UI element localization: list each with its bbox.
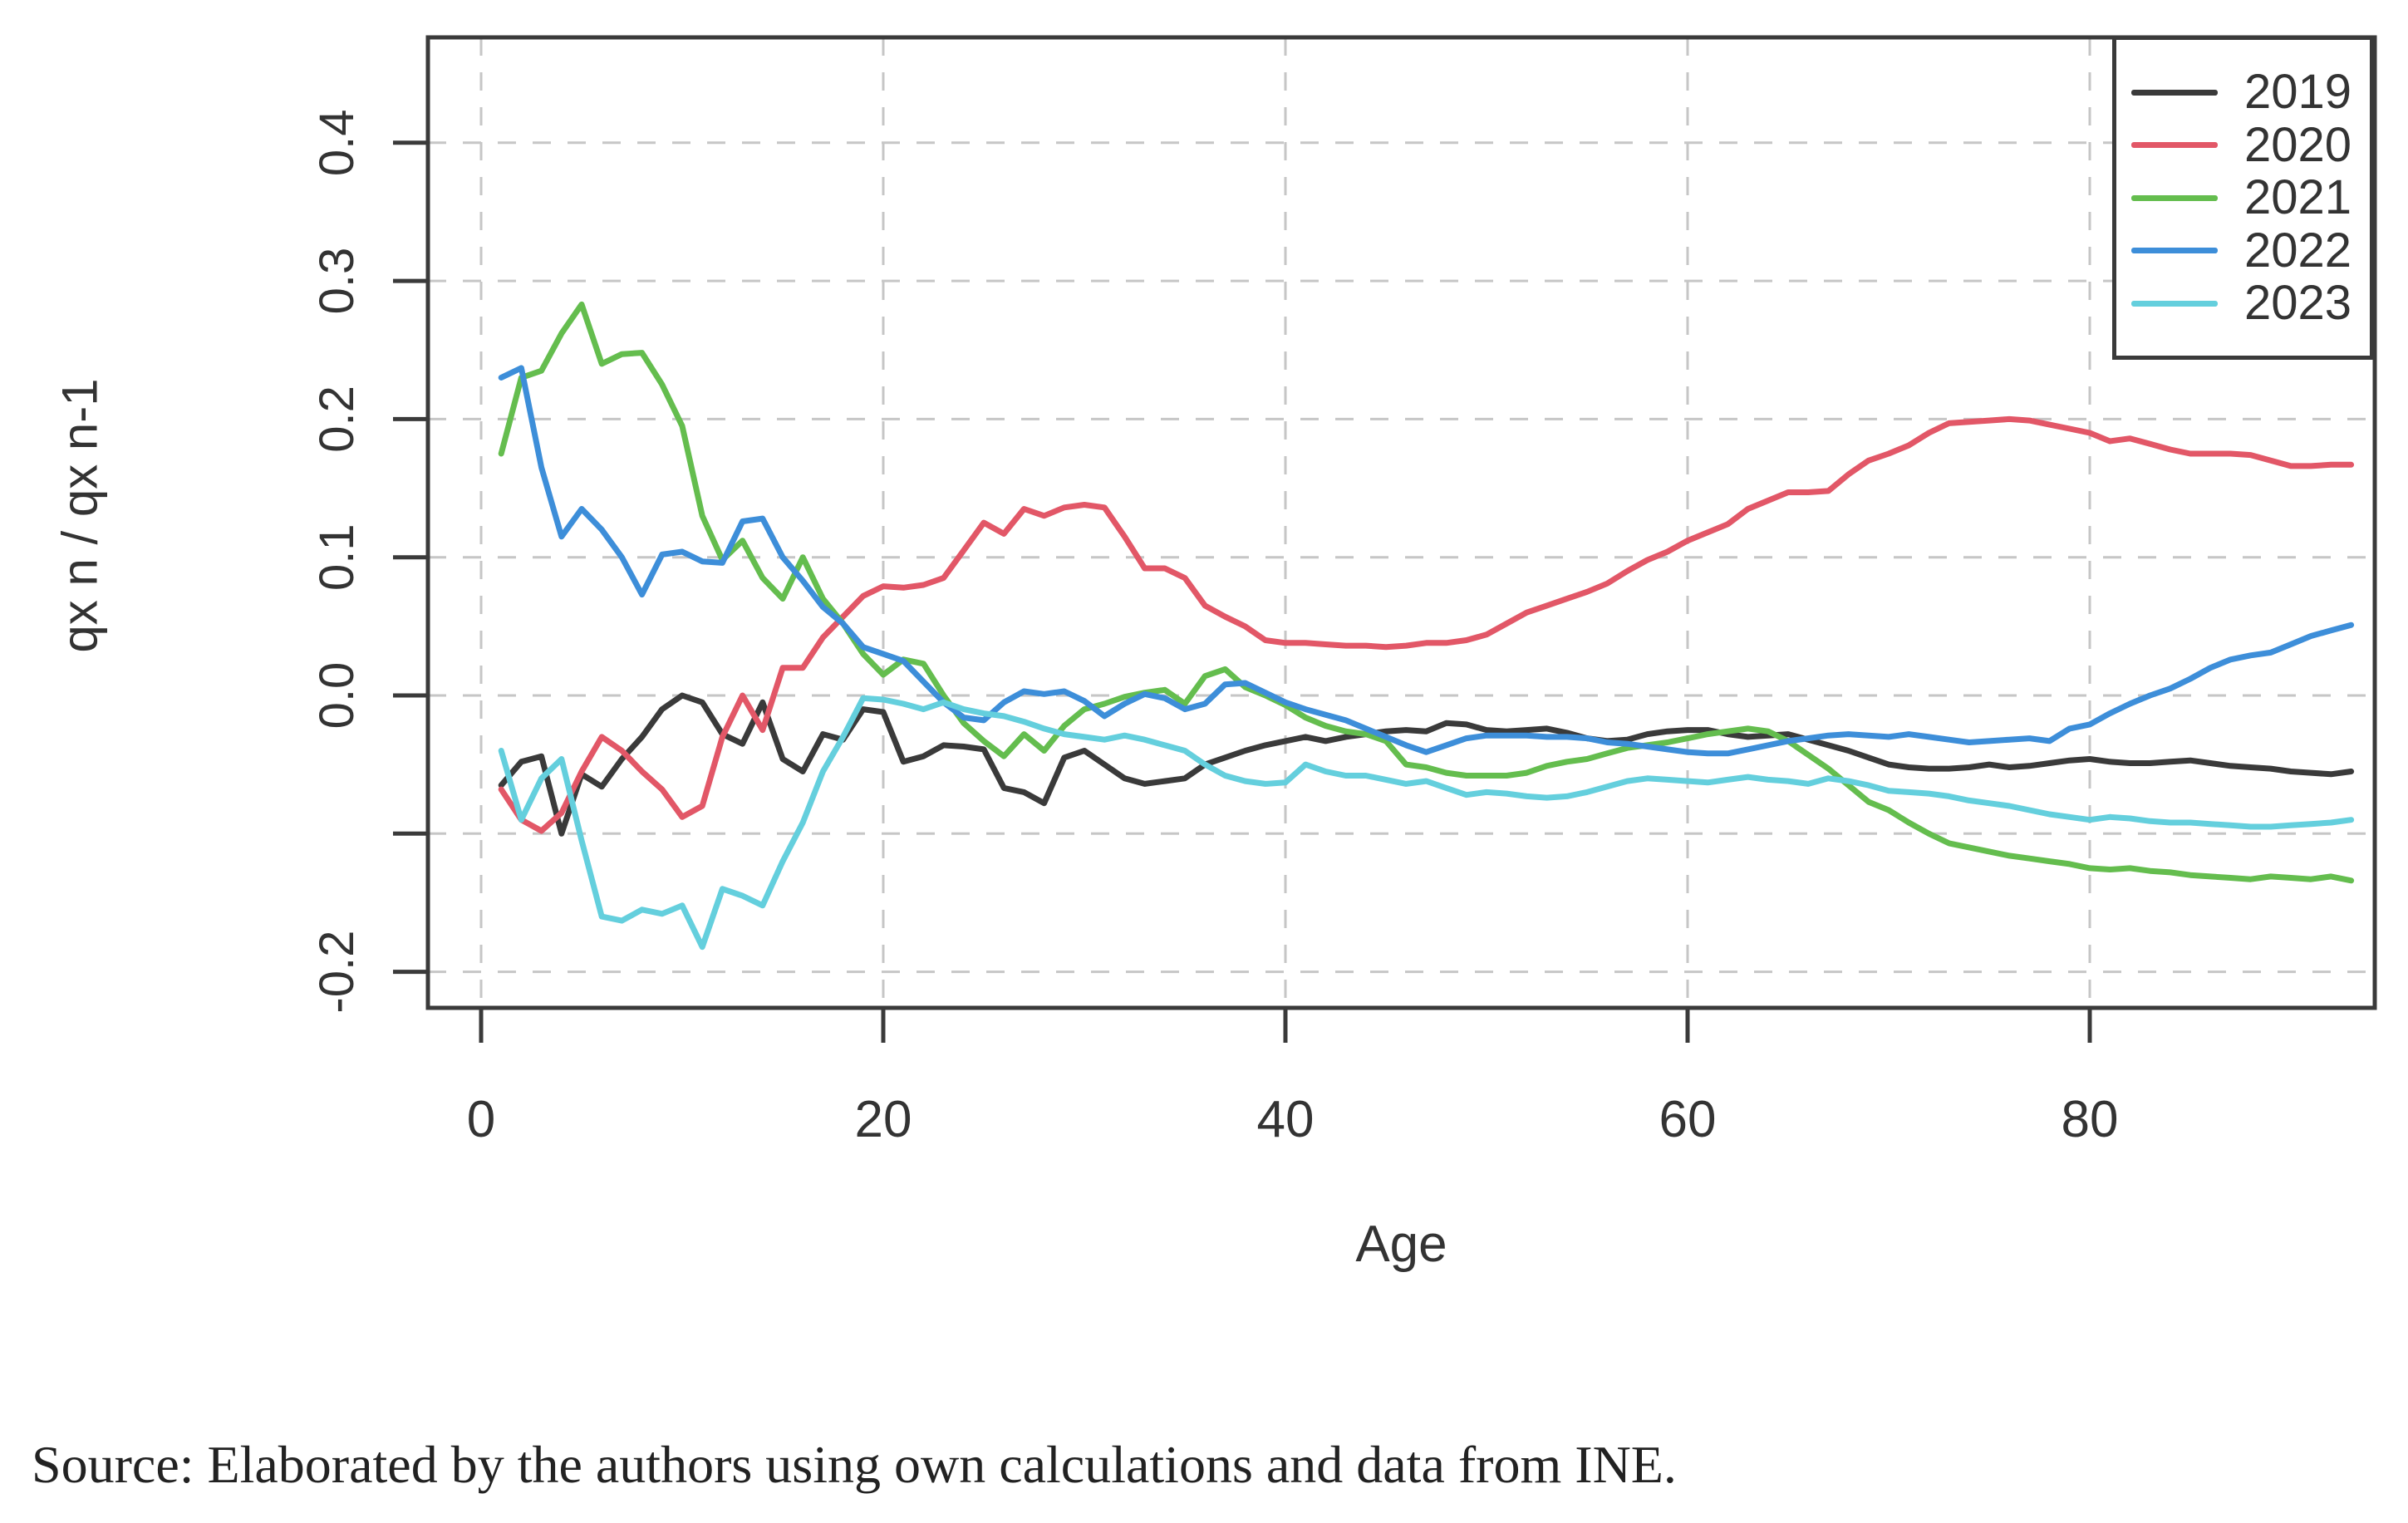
series-line-2021 — [498, 301, 2355, 884]
legend-entry-2022: 2022 — [2116, 223, 2370, 278]
x-tick-label-0: 0 — [467, 1091, 495, 1148]
legend-label: 2022 — [2244, 223, 2352, 278]
legend-line-swatch-2020 — [2131, 142, 2218, 148]
legend-label: 2020 — [2244, 117, 2352, 172]
tick-labels: 0.4 0.3 0.2 0.1 0.0 -0.2 0 20 40 60 80 — [310, 109, 2118, 1148]
data-series — [498, 301, 2355, 951]
line-chart: 0.4 0.3 0.2 0.1 0.0 -0.2 0 20 40 60 80 — [310, 35, 2377, 1148]
x-tick-label-60: 60 — [1659, 1091, 1717, 1148]
y-tick-label-0.0: 0.0 — [310, 662, 364, 730]
x-axis-title: Age — [1355, 1216, 1447, 1273]
legend-label: 2019 — [2244, 65, 2352, 119]
legend-box: 2019 2020 2021 2022 2023 — [2112, 36, 2374, 360]
x-tick-label-80: 80 — [2062, 1091, 2119, 1148]
legend-line-swatch-2021 — [2131, 194, 2218, 201]
legend-entry-2021: 2021 — [2116, 174, 2370, 222]
y-tick-label--0.2: -0.2 — [310, 931, 364, 1014]
legend-entry-2023: 2023 — [2116, 279, 2370, 327]
x-tick-label-40: 40 — [1257, 1091, 1315, 1148]
legend-line-swatch-2022 — [2131, 248, 2218, 253]
y-axis-title-text: qx n / qx n-1 — [52, 377, 108, 653]
legend-label: 2021 — [2244, 170, 2352, 224]
legend-entry-2020: 2020 — [2116, 117, 2370, 172]
y-tick-label-0.2: 0.2 — [310, 386, 364, 453]
axes — [393, 35, 2377, 1043]
series-line-2023 — [498, 695, 2355, 951]
source-caption: Source: Elaborated by the authors using … — [32, 1435, 1677, 1494]
legend-line-swatch-2019 — [2131, 89, 2218, 96]
series-line-2022 — [498, 365, 2355, 757]
y-tick-label-0.3: 0.3 — [310, 248, 364, 315]
series-line-2020 — [498, 415, 2355, 834]
legend-line-swatch-2023 — [2131, 300, 2218, 307]
y-tick-label-0.4: 0.4 — [310, 109, 364, 176]
x-tick-label-20: 20 — [855, 1091, 912, 1148]
grid-lines — [428, 37, 2375, 1008]
series-line-2019 — [498, 692, 2355, 837]
legend-entry-2019: 2019 — [2116, 68, 2370, 116]
y-tick-label-0.1: 0.1 — [310, 523, 364, 591]
legend-label: 2023 — [2244, 276, 2352, 330]
plot-border — [425, 35, 2377, 1010]
